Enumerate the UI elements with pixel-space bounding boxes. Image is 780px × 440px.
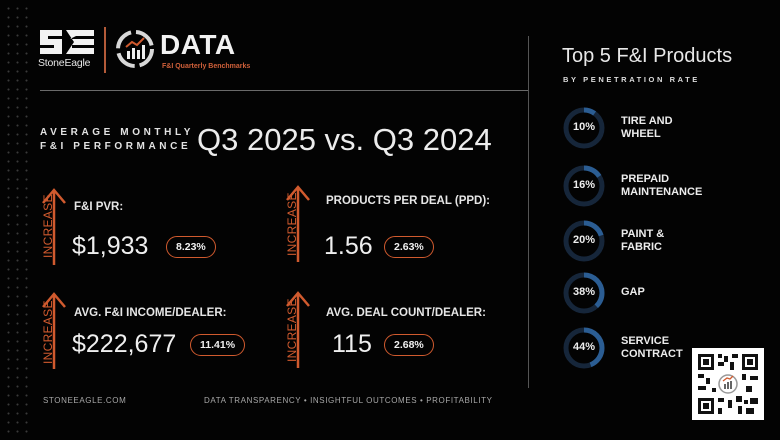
logo-divider <box>104 27 106 73</box>
dot-grid-decoration <box>4 4 28 434</box>
qr-code-icon <box>692 348 764 420</box>
product-name-line1: GAP <box>621 286 645 298</box>
product-pct: 10% <box>572 121 596 133</box>
subheading: AVERAGE MONTHLY F&I PERFORMANCE <box>40 126 194 154</box>
change-badge: 2.63% <box>384 236 434 258</box>
penetration-ring-icon <box>563 272 605 314</box>
penetration-ring-icon <box>563 165 605 207</box>
product-name: TIRE AND WHEEL <box>621 115 673 141</box>
ring-fill <box>563 327 605 369</box>
product-name-line1: PREPAID <box>621 173 670 185</box>
increase-arrow-icon <box>42 188 66 265</box>
metric-value: $1,933 <box>72 232 149 260</box>
direction-label: INCREASE <box>285 298 299 362</box>
increase-arrow-icon <box>286 185 310 262</box>
direction-label: INCREASE <box>41 300 55 364</box>
product-name-line1: PAINT & <box>621 228 665 240</box>
product-name-line2: CONTRACT <box>621 348 683 360</box>
metric-value: 115 <box>332 330 372 358</box>
stoneeagle-logo-icon <box>40 30 94 54</box>
change-badge: 2.68% <box>384 334 434 356</box>
product-pct: 44% <box>572 341 596 353</box>
penetration-ring-icon <box>563 107 605 149</box>
top-products-title: Top 5 F&I Products <box>562 45 733 67</box>
ring-fill <box>563 107 605 149</box>
product-name: PREPAID MAINTENANCE <box>621 173 702 199</box>
product-pct: 38% <box>572 286 596 298</box>
direction-label: INCREASE <box>41 194 55 258</box>
metric-value: $222,677 <box>72 330 177 358</box>
metric-label: AVG. F&I INCOME/DEALER: <box>74 307 227 319</box>
product-name-line2: WHEEL <box>621 128 661 140</box>
product-name: GAP <box>621 286 645 299</box>
company-name: StoneEagle <box>38 57 91 69</box>
change-badge: 11.41% <box>190 334 246 356</box>
vertical-divider <box>528 36 529 388</box>
penetration-ring-icon <box>563 327 605 369</box>
direction-label: INCREASE <box>285 192 299 256</box>
product-name-line2: MAINTENANCE <box>621 186 703 198</box>
product-pct: 20% <box>572 234 596 246</box>
product-name: DATA <box>160 29 236 60</box>
website-link[interactable]: STONEEAGLE.COM <box>43 396 127 405</box>
metric-label: PRODUCTS PER DEAL (PPD): <box>326 195 490 207</box>
change-badge: 8.23% <box>166 236 216 258</box>
footer-values: DATA TRANSPARENCY • INSIGHTFUL OUTCOMES … <box>204 396 493 405</box>
subheading-line2: F&I PERFORMANCE <box>40 141 192 152</box>
ring-fill <box>563 220 605 262</box>
product-name-line1: TIRE AND <box>621 115 673 127</box>
data-chart-logo-icon <box>116 30 154 68</box>
metric-value: 1.56 <box>324 232 373 260</box>
subheading-line1: AVERAGE MONTHLY <box>40 127 195 138</box>
metric-label: AVG. DEAL COUNT/DEALER: <box>326 307 486 319</box>
product-name: PAINT & FABRIC <box>621 228 664 254</box>
top-products-subtitle: BY PENETRATION RATE <box>563 75 700 84</box>
product-name: SERVICE CONTRACT <box>621 335 683 361</box>
product-name-line1: SERVICE <box>621 335 670 347</box>
ring-fill <box>563 272 605 314</box>
penetration-ring-icon <box>563 220 605 262</box>
header-divider <box>40 90 528 91</box>
ring-fill <box>563 165 605 207</box>
increase-arrow-icon <box>286 291 310 368</box>
product-name-line2: FABRIC <box>621 241 662 253</box>
page-title: Q3 2025 vs. Q3 2024 <box>197 122 492 157</box>
product-pct: 16% <box>572 179 596 191</box>
increase-arrow-icon <box>42 292 66 369</box>
tagline: F&I Quarterly Benchmarks <box>162 63 251 70</box>
metric-label: F&I PVR: <box>74 201 124 213</box>
